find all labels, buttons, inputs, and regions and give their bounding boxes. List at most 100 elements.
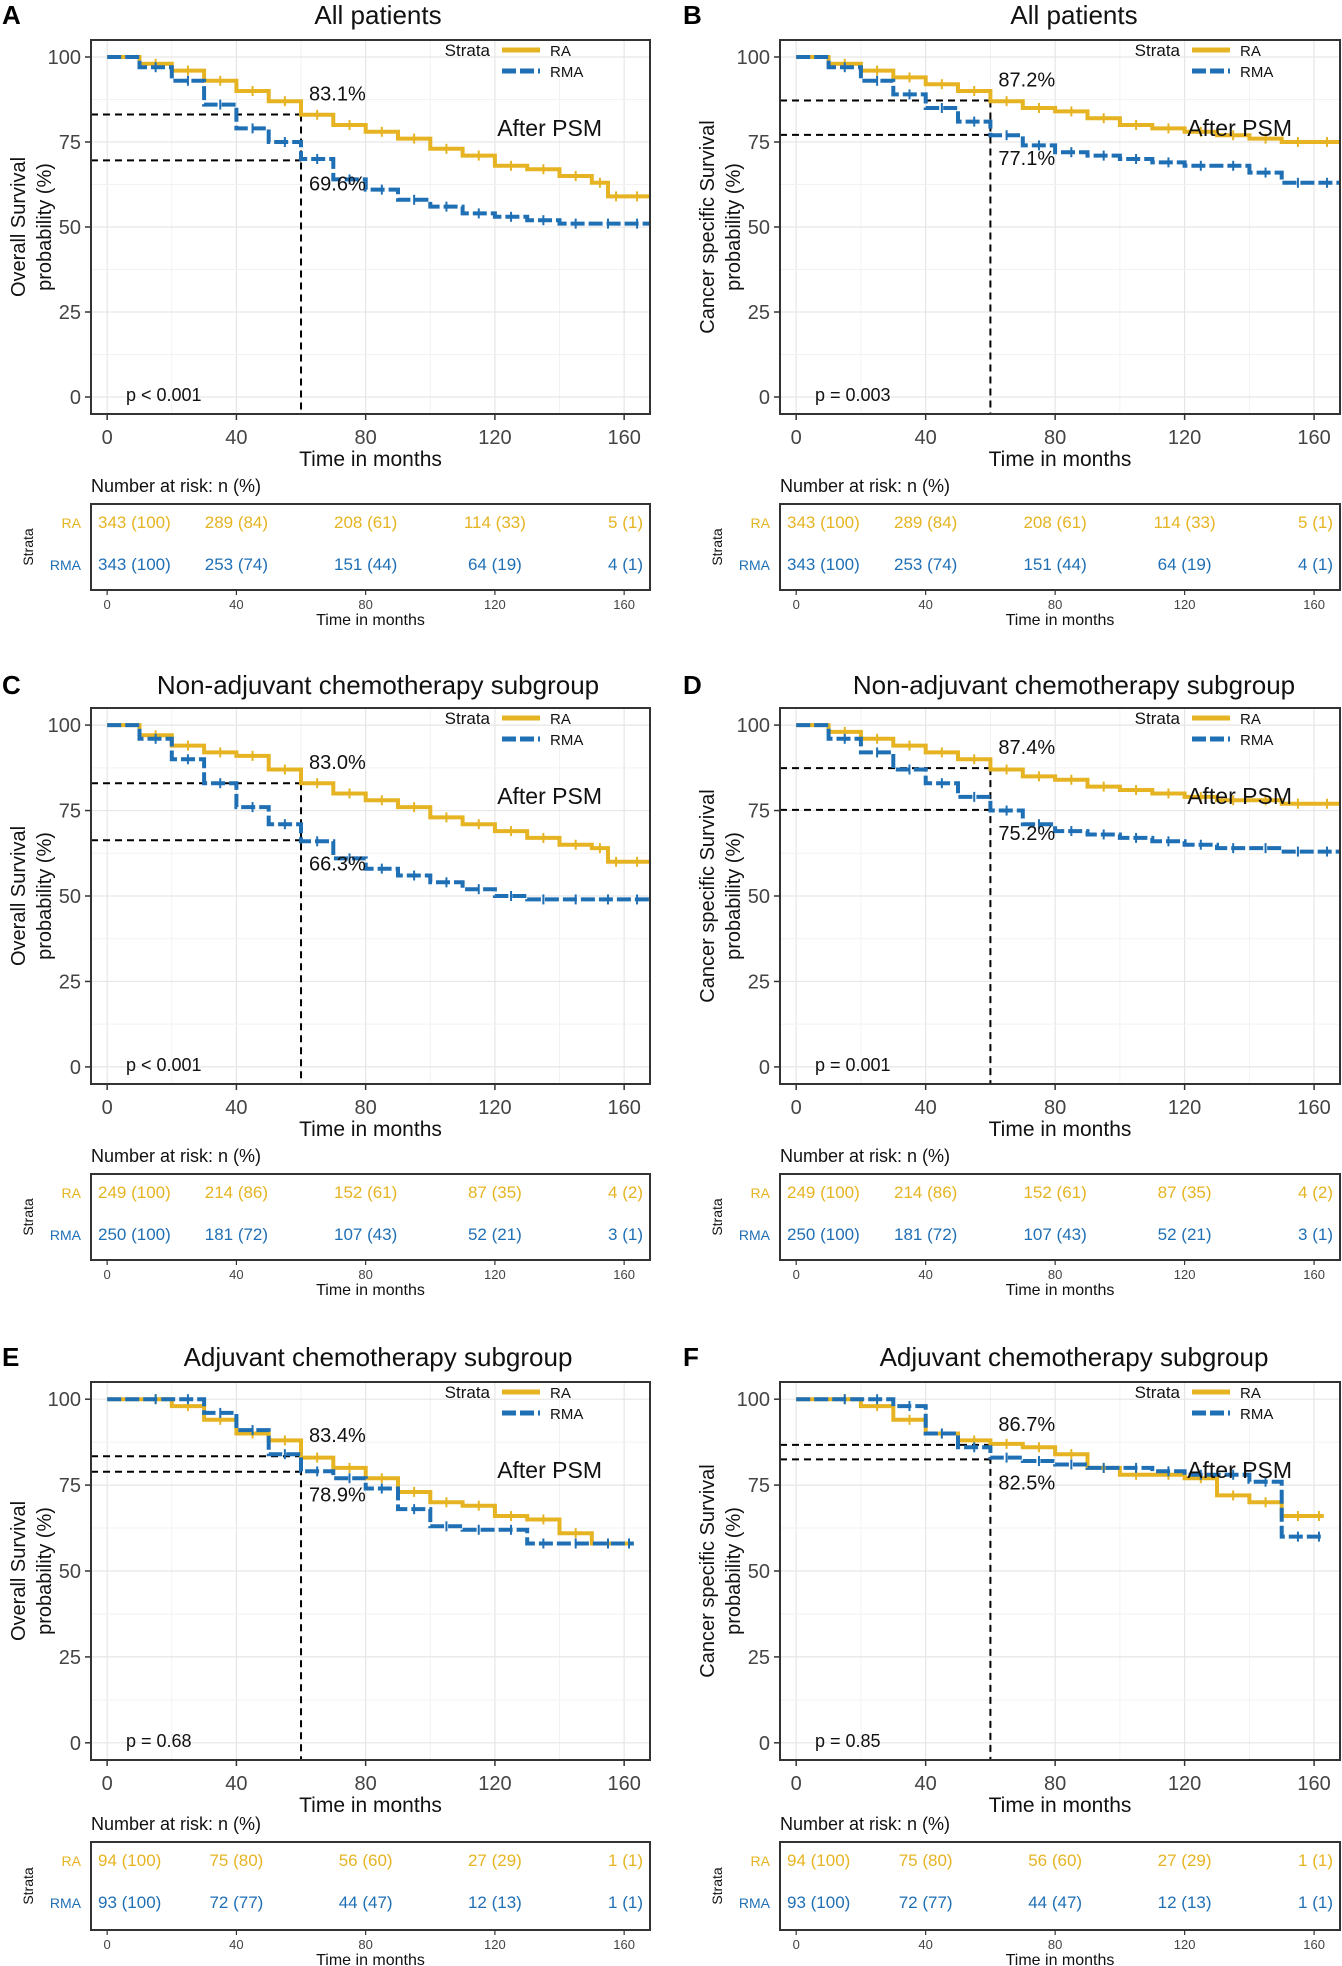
risk-x-tick-label: 120 (1174, 597, 1196, 612)
x-tick-label: 40 (915, 1773, 937, 1795)
y-axis-label-line: Overall Survival (8, 1501, 30, 1641)
y-tick-label: 25 (59, 971, 81, 993)
y-axis-label: Cancer specific Survival probability (%) (697, 120, 745, 333)
panel-title: Adjuvant chemotherapy subgroup (184, 1342, 573, 1372)
x-tick-label: 160 (1297, 427, 1330, 449)
y-tick-label: 100 (737, 715, 770, 737)
risk-x-tick-label: 40 (918, 1937, 932, 1952)
risk-cell-ra: 152 (61) (334, 1183, 397, 1202)
risk-row-label-rma: RMA (50, 557, 82, 573)
km-curve-rma (796, 1397, 1324, 1539)
risk-cell-ra: 289 (84) (205, 513, 268, 532)
y-axis-label: Overall Survival probability (%) (8, 826, 56, 966)
y-tick-label: 50 (748, 886, 770, 908)
panel-c: C Non-adjuvant chemotherapy subgroup 0 40 80… (2, 670, 651, 1299)
panel-a: A All patients 0 40 80 120 160 0 25 50 75 100 Time i… (2, 0, 651, 629)
legend-title: Strata (1135, 1383, 1181, 1402)
risk-x-axis-label: Time in months (316, 612, 425, 629)
panel-letter: D (683, 670, 702, 700)
y-axis-label: Overall Survival probability (%) (8, 1501, 56, 1641)
risk-table-title: Number at risk: n (%) (780, 1814, 950, 1834)
y-tick-label: 25 (748, 302, 770, 324)
x-tick-label: 120 (478, 1773, 511, 1795)
legend-label-ra: RA (1240, 711, 1261, 728)
plot-frame (90, 707, 651, 1085)
risk-table-title: Number at risk: n (%) (91, 476, 261, 496)
y-axis-label-line: Cancer specific Survival (697, 789, 719, 1002)
risk-x-tick-label: 80 (358, 1937, 372, 1952)
risk-x-tick-label: 40 (918, 597, 932, 612)
y-tick-label: 100 (48, 715, 81, 737)
plot-frame (779, 1381, 1341, 1761)
risk-x-tick-label: 0 (104, 597, 111, 612)
y-axis-label-line: probability (%) (34, 832, 56, 960)
km-curve-rma (796, 723, 1340, 854)
risk-cell-ra: 1 (1) (1298, 1851, 1333, 1870)
risk-x-tick-label: 40 (229, 597, 243, 612)
x-tick-label: 120 (1168, 1773, 1201, 1795)
risk-cell-ra: 75 (80) (899, 1851, 953, 1870)
risk-cell-ra: 75 (80) (209, 1851, 263, 1870)
x-tick-label: 80 (355, 1773, 377, 1795)
risk-cell-rma: 343 (100) (98, 555, 171, 574)
reference-label-ra: 83.4% (309, 1425, 366, 1447)
risk-table-title: Number at risk: n (%) (91, 1146, 261, 1166)
x-tick-label: 120 (1168, 1097, 1201, 1119)
risk-cell-rma: 107 (43) (334, 1225, 397, 1244)
y-tick-label: 75 (59, 1475, 81, 1497)
risk-cell-rma: 253 (74) (894, 555, 957, 574)
legend-title: Strata (1135, 709, 1181, 728)
risk-cell-rma: 64 (19) (468, 555, 522, 574)
risk-cell-rma: 52 (21) (1158, 1225, 1212, 1244)
y-axis-label-line: Cancer specific Survival (697, 1464, 719, 1677)
km-curve-rma (107, 723, 650, 902)
panel-title: Non-adjuvant chemotherapy subgroup (853, 670, 1295, 700)
x-tick-label: 0 (102, 1097, 113, 1119)
risk-cell-rma: 64 (19) (1158, 555, 1212, 574)
x-tick-label: 120 (478, 427, 511, 449)
risk-cell-ra: 87 (35) (468, 1183, 522, 1202)
risk-x-axis-label: Time in months (1006, 1282, 1115, 1299)
y-tick-label: 0 (70, 1733, 81, 1755)
risk-row-label-rma: RMA (739, 1895, 771, 1911)
risk-table-frame (90, 1173, 651, 1261)
y-axis-label-line: probability (%) (34, 1507, 56, 1635)
x-axis-label: Time in months (299, 1794, 442, 1817)
p-value: p = 0.001 (815, 1055, 891, 1075)
risk-cell-rma: 253 (74) (205, 555, 268, 574)
panel-letter: B (683, 0, 702, 30)
risk-cell-ra: 5 (1) (1298, 513, 1333, 532)
km-curve-ra (107, 55, 650, 199)
risk-cell-rma: 3 (1) (1298, 1225, 1333, 1244)
y-tick-label: 100 (737, 1389, 770, 1411)
risk-x-tick-label: 120 (1174, 1267, 1196, 1282)
risk-row-label-ra: RA (62, 1185, 82, 1201)
panel-letter: C (2, 670, 21, 700)
risk-x-tick-label: 120 (484, 1267, 506, 1282)
risk-row-label-ra: RA (751, 1853, 771, 1869)
risk-cell-rma: 343 (100) (787, 555, 860, 574)
risk-strata-label: Strata (709, 528, 725, 566)
legend-label-rma: RMA (1240, 1406, 1273, 1423)
y-axis-label: Cancer specific Survival probability (%) (697, 789, 745, 1002)
reference-label-ra: 87.2% (998, 70, 1055, 92)
x-tick-label: 80 (355, 427, 377, 449)
x-tick-label: 0 (791, 1773, 802, 1795)
x-axis-label: Time in months (989, 1118, 1132, 1141)
legend-label-rma: RMA (550, 1406, 583, 1423)
y-tick-label: 100 (737, 47, 770, 69)
legend-title: Strata (445, 41, 491, 60)
reference-label-ra: 86.7% (998, 1414, 1055, 1436)
risk-cell-ra: 5 (1) (608, 513, 643, 532)
y-tick-label: 0 (759, 1057, 770, 1079)
risk-cell-rma: 93 (100) (98, 1893, 161, 1912)
after-psm-label: After PSM (1187, 1457, 1292, 1483)
risk-cell-rma: 12 (13) (468, 1893, 522, 1912)
y-axis-label: Cancer specific Survival probability (%) (697, 1464, 745, 1677)
y-tick-label: 25 (748, 971, 770, 993)
risk-cell-ra: 343 (100) (98, 513, 171, 532)
legend-label-rma: RMA (550, 732, 583, 749)
reference-label-rma: 75.2% (998, 823, 1055, 845)
risk-cell-ra: 56 (60) (339, 1851, 393, 1870)
